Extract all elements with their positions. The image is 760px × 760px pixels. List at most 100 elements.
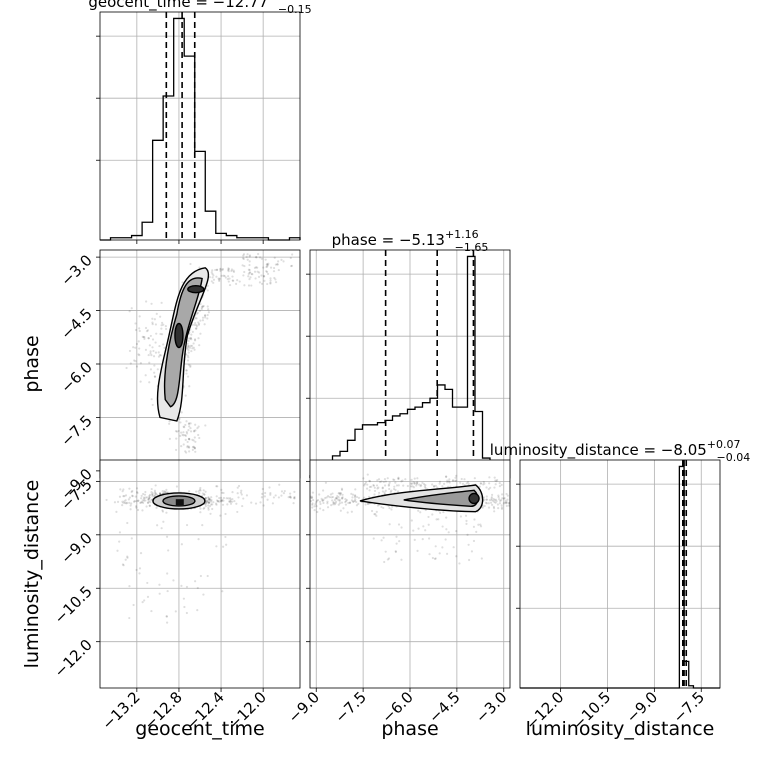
scatter-panel-phase-luminosity-distance-point-205: [341, 497, 344, 500]
scatter-panel-geocent-time-luminosity-distance-point-237: [161, 509, 164, 512]
scatter-panel-geocent-time-phase-point-470: [234, 282, 238, 286]
scatter-panel-geocent-time-phase-point-475: [248, 268, 251, 272]
scatter-panel-phase-luminosity-distance-point-625: [400, 558, 403, 561]
scatter-panel-phase-luminosity-distance-point-447: [370, 485, 373, 488]
scatter-panel-geocent-time-luminosity-distance-point-531: [289, 496, 292, 499]
scatter-panel-phase-luminosity-distance-point-347: [364, 503, 367, 506]
scatter-panel-geocent-time-phase-point-458: [138, 329, 141, 333]
scatter-panel-phase-luminosity-distance-point-339: [311, 503, 314, 506]
scatter-panel-geocent-time-phase-point-574: [187, 422, 191, 425]
scatter-panel-phase-luminosity-distance-point-570: [413, 538, 416, 541]
scatter-panel-geocent-time-luminosity-distance-point-284: [147, 501, 150, 505]
scatter-panel-geocent-time-phase-point-571: [186, 444, 189, 448]
scatter-panel-geocent-time-phase-point-562: [184, 423, 187, 427]
scatter-panel-geocent-time-luminosity-distance-point-298: [116, 500, 120, 503]
scatter-panel-geocent-time-luminosity-distance-point-583: [165, 535, 169, 538]
scatter-panel-geocent-time-phase-point-466: [151, 346, 154, 349]
scatter-panel-geocent-time-phase-point-471: [253, 266, 257, 269]
scatter-panel-geocent-time-phase-point-512: [223, 274, 226, 278]
scatter-panel-geocent-time-phase-point-75: [193, 348, 196, 351]
scatter-panel-geocent-time-phase-point-232: [206, 317, 209, 320]
scatter-panel-geocent-time-phase-point-615: [187, 446, 191, 449]
scatter-panel-phase-luminosity-distance-point-482: [488, 476, 491, 479]
scatter-panel-phase-luminosity-distance-point-602: [445, 516, 448, 519]
scatter-panel-phase-luminosity-distance-point-496: [446, 481, 449, 484]
scatter-panel-phase-luminosity-distance-point-483: [448, 478, 451, 481]
scatter-panel-geocent-time-phase-point-587: [191, 446, 195, 449]
scatter-panel-geocent-time-luminosity-distance-point-256: [208, 501, 211, 504]
scatter-panel-phase-luminosity-distance-point-351: [355, 500, 358, 504]
scatter-panel-phase-luminosity-distance-point-333: [335, 497, 338, 500]
scatter-panel-geocent-time-luminosity-distance-point-170: [199, 511, 202, 514]
scatter-panel-geocent-time-luminosity-distance-point-131: [207, 506, 210, 509]
scatter-panel-geocent-time-phase-point-568: [184, 434, 188, 437]
scatter-panel-phase-luminosity-distance-point-573: [387, 557, 391, 560]
scatter-panel-phase-luminosity-distance-point-262: [344, 500, 347, 504]
scatter-panel-phase-luminosity-distance-point-563: [424, 484, 427, 487]
scatter-panel-geocent-time-phase-point-498: [232, 269, 235, 272]
scatter-panel-geocent-time-luminosity-distance-point-539: [245, 494, 249, 497]
scatter-panel-phase-luminosity-distance-point-595: [427, 523, 430, 526]
scatter-panel-geocent-time-phase-point-273: [195, 324, 198, 327]
scatter-panel-geocent-time-luminosity-distance-point-513: [228, 500, 231, 503]
hist-panel-phase-title-minus: −1.65: [455, 241, 489, 254]
scatter-panel-geocent-time-phase-point-472: [211, 276, 214, 279]
scatter-panel-geocent-time-phase-point-487: [249, 271, 252, 274]
scatter-panel-phase-luminosity-distance-point-46: [337, 498, 340, 501]
scatter-panel-phase-luminosity-distance-point-638: [444, 538, 447, 541]
scatter-panel-geocent-time-phase-point-28: [187, 351, 190, 354]
scatter-panel-phase-luminosity-distance-point-458: [390, 489, 393, 492]
scatter-panel-geocent-time-phase-point-392: [144, 348, 148, 351]
scatter-panel-geocent-time-phase-point-405: [163, 346, 166, 349]
scatter-panel-geocent-time-phase-point-639: [265, 263, 268, 266]
scatter-panel-geocent-time-luminosity-distance-point-605: [225, 543, 228, 546]
scatter-panel-geocent-time-luminosity-distance-point-113: [199, 489, 202, 492]
scatter-panel-geocent-time-phase-point-652: [266, 265, 269, 268]
scatter-panel-geocent-time-luminosity-distance-point-210: [218, 500, 221, 503]
scatter-panel-geocent-time-luminosity-distance-point-219: [121, 504, 124, 507]
scatter-panel-geocent-time-phase-point-384: [151, 338, 155, 341]
scatter-panel-phase-luminosity-distance-point-550: [494, 479, 497, 482]
scatter-panel-geocent-time-phase-point-517: [215, 275, 218, 278]
scatter-panel-geocent-time-luminosity-distance-point-422: [293, 496, 296, 500]
scatter-panel-geocent-time-luminosity-distance-point-532: [263, 495, 266, 498]
scatter-panel-geocent-time-phase-point-557: [210, 280, 213, 283]
scatter-panel-geocent-time-luminosity-distance-point-68: [136, 508, 140, 512]
scatter-panel-phase-luminosity-distance-point-451: [388, 481, 391, 484]
scatter-panel-phase-luminosity-distance-point-323: [384, 489, 387, 492]
scatter-panel-phase-luminosity-distance-point-438: [393, 478, 396, 482]
scatter-panel-geocent-time-phase-point-41: [187, 339, 190, 343]
scatter-panel-phase-luminosity-distance-point-32: [381, 490, 384, 493]
scatter-panel-geocent-time-phase-point-614: [183, 434, 187, 437]
scatter-panel-phase-luminosity-distance-point-577: [422, 525, 425, 528]
scatter-panel-geocent-time-phase-point-488: [215, 268, 219, 272]
scatter-panel-phase-luminosity-distance-point-421: [482, 480, 485, 484]
scatter-panel-geocent-time-phase-point-239: [196, 311, 199, 314]
scatter-panel-phase-luminosity-distance-point-236: [503, 501, 506, 504]
hist-panel-geocent-time-border: [99, 11, 301, 241]
scatter-panel-geocent-time-phase-point-427: [153, 371, 156, 374]
scatter-panel-geocent-time-phase-point-244: [192, 346, 195, 349]
scatter-panel-phase-luminosity-distance-point-204: [322, 509, 325, 512]
scatter-panel-phase-luminosity-distance-point-422: [402, 484, 405, 487]
scatter-panel-geocent-time-luminosity-distance-point-87: [123, 501, 127, 505]
scatter-panel-geocent-time-luminosity-distance-point-338: [207, 496, 210, 499]
hist-panel-luminosity-distance-title-plus: +0.07: [707, 438, 741, 451]
scatter-panel-geocent-time-phase-point-589: [193, 429, 196, 432]
scatter-panel-geocent-time-phase-point-649: [255, 266, 258, 269]
scatter-panel-geocent-time-luminosity-distance-point-427: [119, 488, 122, 491]
scatter-panel-geocent-time-luminosity-distance-point-436: [125, 501, 129, 504]
scatter-panel-geocent-time-phase-point-480: [230, 269, 233, 273]
scatter-panel-geocent-time-phase-point-127: [199, 319, 202, 322]
scatter-panel-geocent-time-luminosity-distance-point-95: [153, 491, 157, 494]
scatter-panel-phase-luminosity-distance-point-481: [377, 491, 381, 494]
scatter-panel-phase-luminosity-distance-point-71: [341, 493, 344, 496]
scatter-panel-geocent-time-phase-point-451: [151, 323, 154, 326]
scatter-panel-phase-luminosity-distance-point-72: [334, 500, 338, 503]
scatter-panel-phase-luminosity-distance-point-259: [322, 498, 325, 501]
scatter-panel-geocent-time-phase-point-561: [182, 434, 185, 437]
scatter-panel-phase-luminosity-distance-point-432: [362, 477, 365, 480]
scatter-panel-phase-luminosity-distance-point-310: [504, 501, 508, 504]
scatter-panel-geocent-time-phase-point-548: [265, 270, 268, 273]
scatter-panel-geocent-time-phase-point-596: [184, 438, 187, 441]
